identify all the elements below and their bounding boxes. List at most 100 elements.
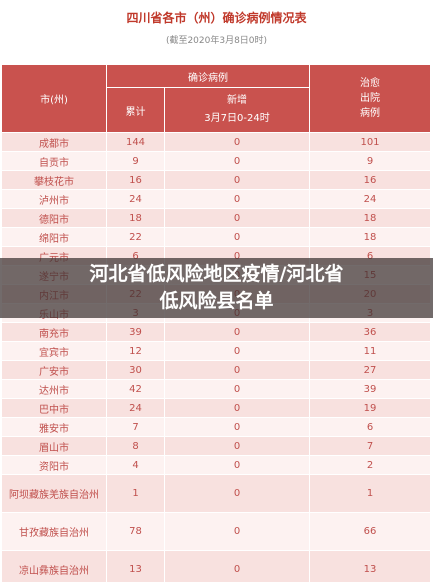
table-cell: 78	[107, 513, 165, 551]
cell-text: 0	[233, 459, 241, 471]
cell-text: 18	[363, 231, 377, 243]
cell-text: 30	[129, 364, 142, 376]
table-cell: 4	[107, 456, 165, 475]
table-cell: 22	[107, 228, 165, 247]
cell-text: 13	[129, 564, 142, 575]
table-cell: 39	[107, 323, 165, 342]
header-cell: 确诊病例	[107, 65, 310, 88]
cell-text: 绵阳市	[39, 233, 69, 245]
header-text: 新增	[227, 95, 247, 106]
table-cell: 攀枝花市	[2, 171, 107, 190]
cell-text: 0	[233, 488, 241, 499]
table-cell: 36	[310, 323, 431, 342]
header-cell: 新增 3月7日0-24时	[165, 88, 310, 133]
table-cell: 30	[107, 361, 165, 380]
table-cell: 0	[165, 380, 310, 399]
cell-text: 144	[125, 136, 146, 148]
cell-text: 0	[233, 136, 241, 148]
cell-text: 德阳市	[39, 214, 69, 226]
cell-text: 22	[129, 231, 142, 243]
cell-text: 24	[363, 193, 377, 205]
table-cell: 0	[165, 342, 310, 361]
cell-text: 1	[132, 488, 139, 499]
table-cell: 自贡市	[2, 152, 107, 171]
subtitle: (截至2020年3月8日0时)	[165, 36, 268, 46]
table-cell: 66	[310, 513, 431, 551]
table-cell: 眉山市	[2, 437, 107, 456]
cell-text: 凉山彝族自治州	[19, 566, 89, 577]
cell-text: 0	[233, 440, 241, 452]
cell-text: 13	[363, 564, 377, 575]
table-cell: 凉山彝族自治州	[2, 551, 107, 582]
cell-text: 66	[363, 526, 377, 537]
cell-text: 0	[233, 402, 241, 414]
table-cell: 0	[165, 513, 310, 551]
cell-text: 18	[363, 212, 377, 224]
table-cell: 广安市	[2, 361, 107, 380]
cell-text: 宜宾市	[39, 347, 69, 359]
table-cell: 24	[107, 399, 165, 418]
cell-text: 泸州市	[39, 195, 69, 207]
cell-text: 24	[129, 193, 142, 205]
cell-text: 雅安市	[39, 423, 69, 435]
cell-text: 0	[233, 364, 241, 376]
header-cell: 市(州)	[2, 65, 107, 133]
cell-text: 39	[363, 383, 377, 395]
cell-text: 南充市	[39, 328, 69, 340]
cell-text: 8	[132, 440, 139, 452]
cell-text: 9	[366, 155, 374, 167]
table-cell: 39	[310, 380, 431, 399]
table-cell: 绵阳市	[2, 228, 107, 247]
table-cell: 0	[165, 133, 310, 152]
table-cell: 6	[310, 418, 431, 437]
table-cell: 8	[107, 437, 165, 456]
table-cell: 0	[165, 171, 310, 190]
table-cell: 13	[310, 551, 431, 582]
table-cell: 7	[107, 418, 165, 437]
table-cell: 24	[310, 190, 431, 209]
table-cell: 1	[310, 475, 431, 513]
table-cell: 南充市	[2, 323, 107, 342]
header-text: 累计	[125, 106, 146, 118]
table-cell: 9	[107, 152, 165, 171]
cell-text: 16	[129, 174, 142, 186]
table-cell: 101	[310, 133, 431, 152]
cell-text: 36	[363, 326, 377, 338]
cell-text: 18	[129, 212, 142, 224]
cell-text: 成都市	[39, 138, 69, 150]
header-text: 3月7日0-24时	[204, 113, 270, 124]
overlay-text: 河北省低风险地区疫情/河北省	[89, 263, 344, 285]
table-cell: 7	[310, 437, 431, 456]
title: 四川省各市（州）确诊病例情况表	[126, 11, 307, 25]
cell-text: 资阳市	[39, 461, 69, 473]
table-cell: 42	[107, 380, 165, 399]
table-cell: 18	[107, 209, 165, 228]
cell-text: 6	[366, 250, 374, 262]
table-cell: 144	[107, 133, 165, 152]
cell-text: 7	[366, 440, 374, 452]
table-cell: 2	[310, 456, 431, 475]
cell-text: 自贡市	[39, 157, 69, 169]
table-cell: 0	[165, 418, 310, 437]
table-cell: 16	[310, 171, 431, 190]
cell-text: 6	[366, 421, 374, 433]
cell-text: 0	[233, 345, 241, 357]
table-cell: 雅安市	[2, 418, 107, 437]
cell-text: 甘孜藏族自治州	[19, 528, 89, 539]
cell-text: 4	[132, 459, 139, 471]
cell-text: 巴中市	[39, 404, 69, 416]
header-text: 市(州)	[40, 95, 68, 106]
cell-text: 24	[129, 402, 142, 414]
table-cell: 德阳市	[2, 209, 107, 228]
table-cell: 0	[165, 190, 310, 209]
table-cell: 13	[107, 551, 165, 582]
cell-text: 阿坝藏族羌族自治州	[9, 490, 99, 501]
cell-text: 9	[132, 155, 139, 167]
table-cell: 巴中市	[2, 399, 107, 418]
table-cell: 0	[165, 209, 310, 228]
header-cell: 治愈 出院 病例	[310, 65, 431, 133]
table-cell: 0	[165, 456, 310, 475]
table-cell: 甘孜藏族自治州	[2, 513, 107, 551]
table-cell: 0	[165, 551, 310, 582]
